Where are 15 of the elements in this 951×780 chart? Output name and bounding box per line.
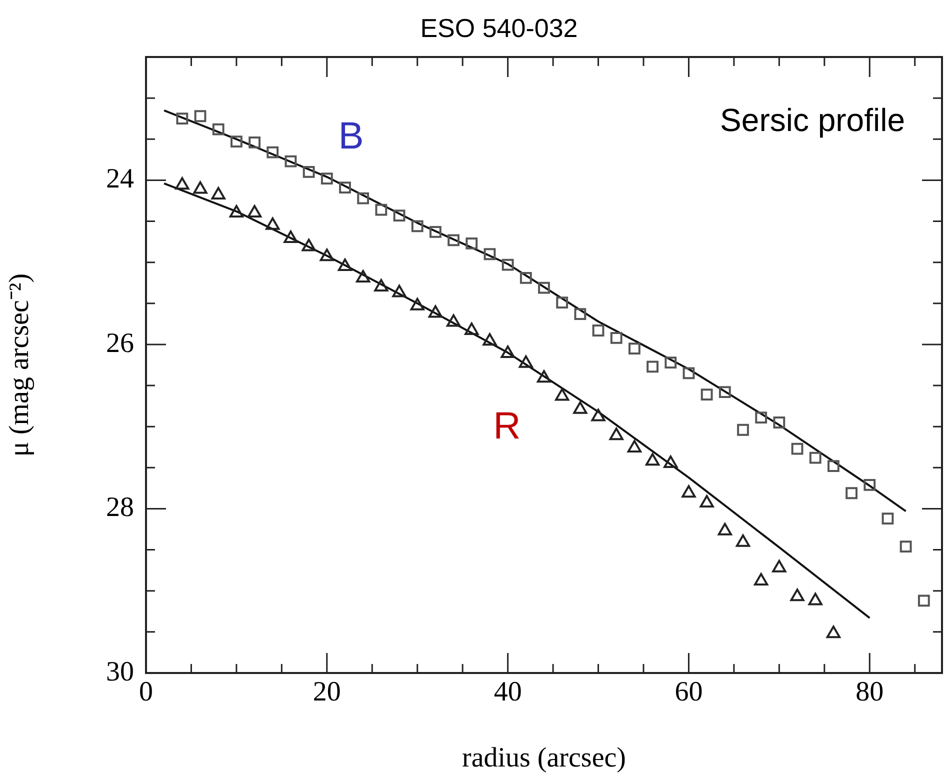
- annotation: R: [493, 405, 521, 448]
- x-tick-label: 20: [312, 676, 341, 708]
- x-tick-label: 60: [674, 676, 703, 708]
- x-tick-label: 40: [494, 676, 522, 708]
- y-tick-label: 24: [106, 164, 134, 195]
- y-tick-label: 28: [106, 492, 134, 524]
- y-tick-label: 26: [106, 328, 134, 359]
- y-axis-title: μ (mag arcsec⁻²): [4, 273, 36, 457]
- x-tick-label: 80: [856, 676, 884, 708]
- annotation: B: [338, 115, 364, 158]
- x-tick-label: 0: [139, 676, 153, 708]
- annotation: Sersic profile: [720, 102, 905, 138]
- chart-title: ESO 540-032: [420, 13, 578, 44]
- x-axis-title: radius (arcsec): [462, 742, 626, 774]
- y-tick-label: 30: [106, 656, 134, 688]
